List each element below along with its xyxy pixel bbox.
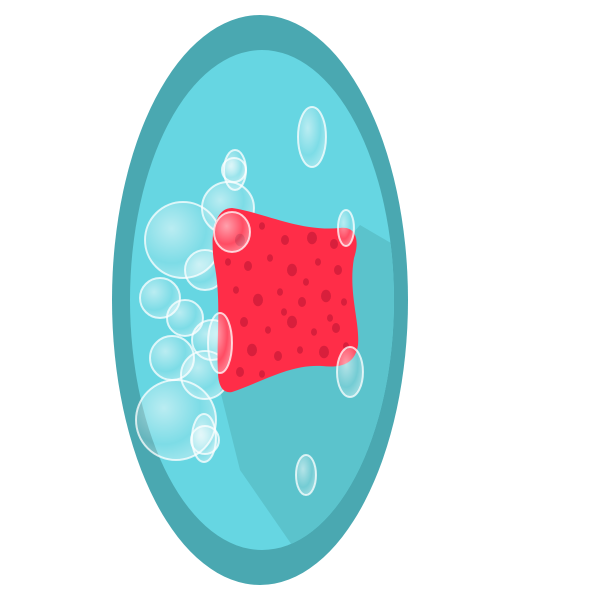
sponge-front-bubbles [207,211,251,374]
sponge-pore [247,343,257,357]
sponge-pore [240,317,248,327]
floating-bubbles [191,106,364,496]
sponge-pore [287,315,297,329]
sponge-pore [281,235,289,245]
sponge-pore [307,231,317,245]
sponge-pore [311,328,317,336]
sponge-pore [259,370,265,378]
sponge-pore [297,346,303,354]
sponge-pore [327,314,333,322]
sponge-pore [281,308,287,316]
sponge-pore [253,293,263,307]
sponge-pore [233,286,239,294]
sponge-pore [319,345,329,359]
sponge-pore [277,288,283,296]
sponge-pore [315,258,321,266]
sponge-pore [341,298,347,306]
sponge-pore [287,263,297,277]
sponge-pore [259,222,265,230]
sponge-pore [267,254,273,262]
sponge-pore [332,323,340,333]
sponge-pore [321,289,331,303]
sponge-pore [298,297,306,307]
sponge-pore [225,258,231,266]
sponge-pore [265,326,271,334]
sponge-pore [244,261,252,271]
sponge-pore [236,367,244,377]
sponge [212,208,359,393]
sponge-pore [303,278,309,286]
sponge-pore [330,239,338,249]
sponge-pore [334,265,342,275]
sponge-pore [274,351,282,361]
